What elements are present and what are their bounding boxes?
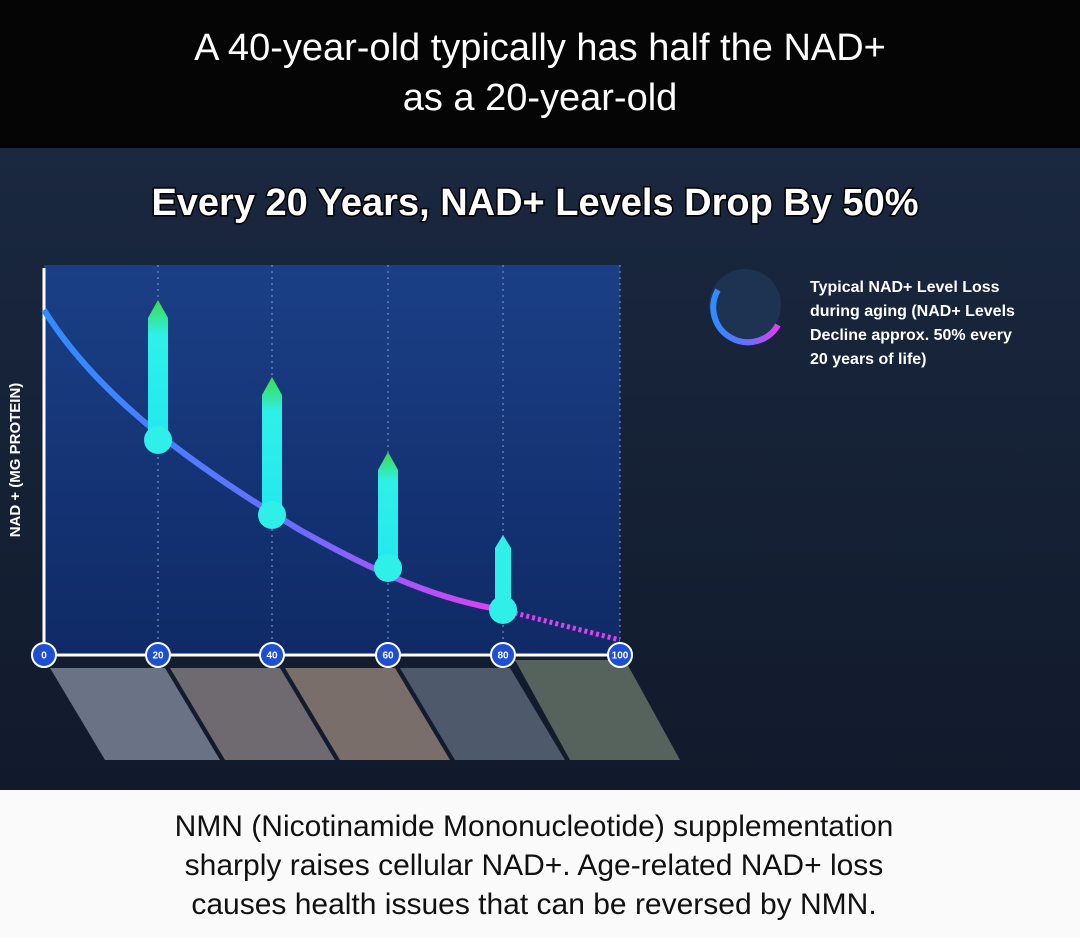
infographic-title: Every 20 Years, NAD+ Levels Drop By 50% [151,182,918,224]
legend-line: Typical NAD+ Level Loss [810,279,1000,296]
header-line: A 40-year-old typically has half the NAD… [194,27,886,69]
legend-line: Decline approx. 50% every [810,327,1012,344]
legend-icon-bg [709,269,781,341]
legend-line: 20 years of life) [810,351,927,368]
x-tick-label: 100 [612,651,629,662]
x-tick-label: 20 [152,651,164,662]
legend-text: Typical NAD+ Level Loss during aging (NAD… [810,279,1015,368]
legend-icon [710,288,781,346]
x-tick-label: 60 [382,651,394,662]
legend-line: during aging (NAD+ Levels [810,303,1015,320]
footer-line: NMN (Nicotinamide Mononucleotide) supple… [175,810,894,843]
x-tick-marker [31,642,57,668]
x-tick-marker [145,642,171,668]
x-tick-label: 40 [266,651,278,662]
footer-line: sharply raises cellular NAD+. Age-relate… [185,849,884,882]
footer-band [0,790,1080,938]
footer-line: causes health issues that can be reverse… [191,888,876,921]
header-band [0,0,1080,148]
x-tick-marker [375,642,401,668]
header-line: as a 20-year-old [403,77,678,119]
y-axis-label: NAD + (MG PROTEIN) [7,383,24,538]
x-tick-label: 80 [497,651,509,662]
decline-curve-projection [502,607,621,643]
footer-caption: NMN (Nicotinamide Mononucleotide) supple… [175,810,894,921]
age-photos [50,660,680,760]
arrows [144,300,517,624]
x-tick-marker [490,642,516,668]
x-tick-marker [259,642,285,668]
x-ticks: 0 20 40 60 80 100 [31,642,633,668]
x-tick-marker [607,642,633,668]
plot-area [44,265,620,653]
x-tick-label: 0 [41,651,47,662]
header-caption: A 40-year-old typically has half the NAD… [194,27,886,119]
